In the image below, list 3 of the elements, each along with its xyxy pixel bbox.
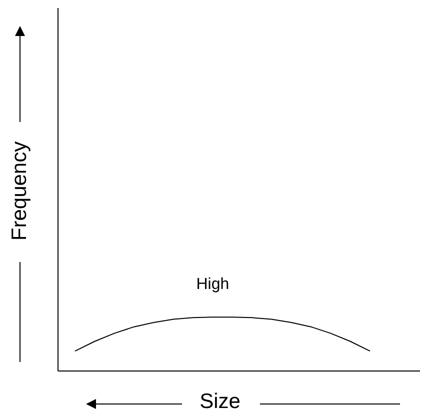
y-axis-title: Frequency xyxy=(8,140,32,243)
text: High xyxy=(195,276,230,294)
x-axis-title: Size xyxy=(198,390,242,414)
